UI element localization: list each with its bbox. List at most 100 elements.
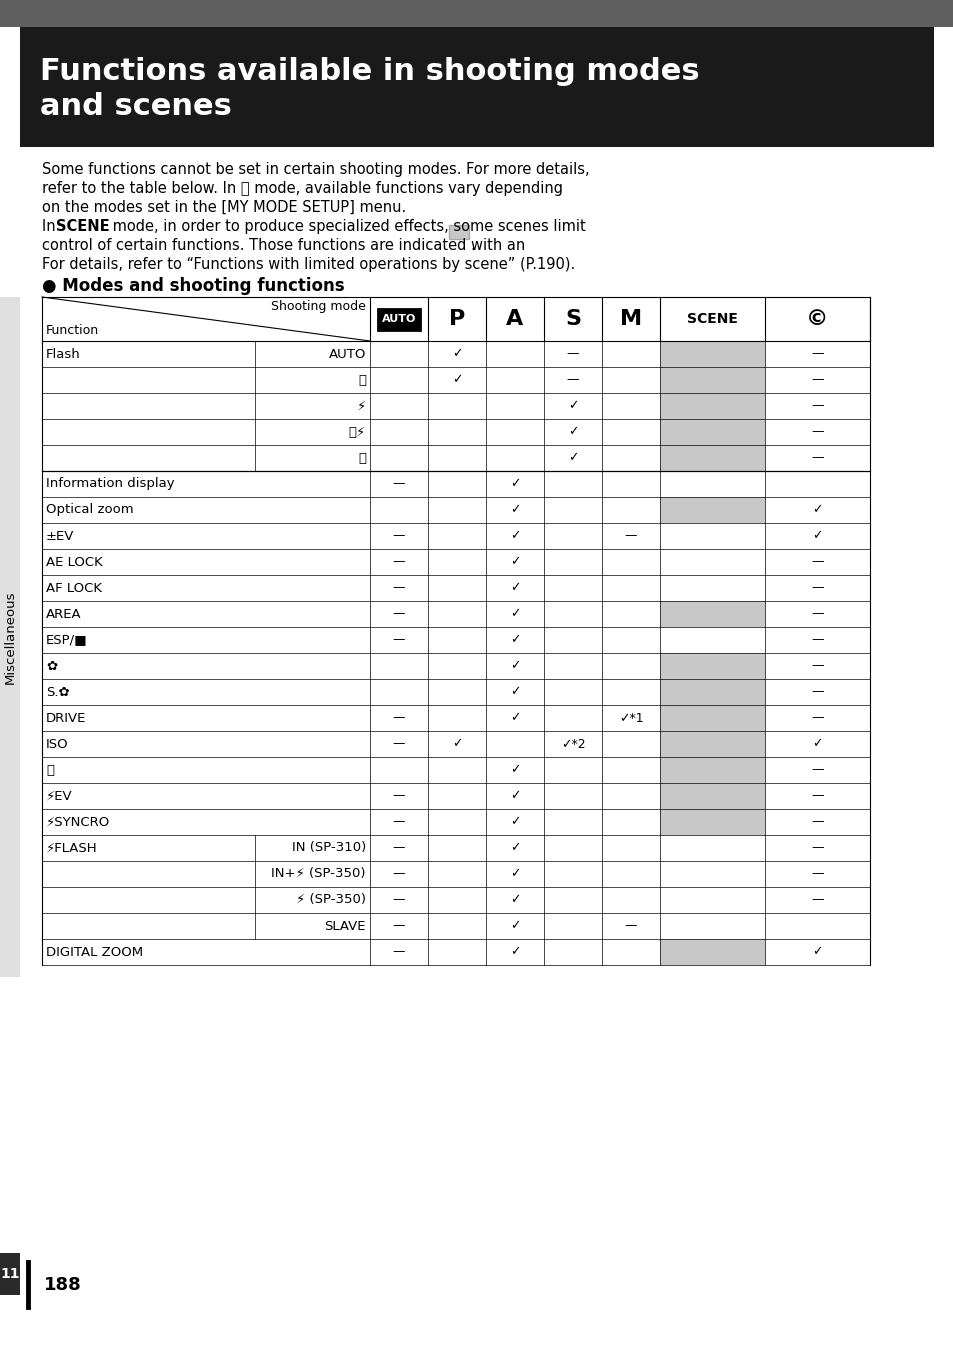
Text: ✓: ✓	[509, 634, 519, 646]
Text: —: —	[393, 893, 405, 906]
Text: —: —	[393, 737, 405, 750]
Text: ✓: ✓	[567, 399, 578, 413]
Text: ⚡ (SP-350): ⚡ (SP-350)	[295, 893, 366, 906]
Text: —: —	[810, 711, 822, 725]
Text: —: —	[624, 529, 637, 543]
Text: —: —	[810, 347, 822, 361]
Text: SLAVE: SLAVE	[324, 920, 366, 932]
Text: ⌛: ⌛	[46, 764, 54, 776]
Bar	[659, 939, 764, 965]
Text: ✓: ✓	[567, 426, 578, 438]
Text: —: —	[393, 582, 405, 594]
Bar	[0, 297, 20, 977]
Text: IN+⚡ (SP-350): IN+⚡ (SP-350)	[272, 867, 366, 881]
Bar	[659, 757, 764, 783]
Text: ✓: ✓	[509, 529, 519, 543]
Text: —: —	[810, 452, 822, 464]
Text: ✓: ✓	[509, 764, 519, 776]
Text: ✓: ✓	[509, 841, 519, 855]
Text: AUTO: AUTO	[381, 313, 416, 324]
Text: —: —	[393, 841, 405, 855]
Text: —: —	[566, 347, 578, 361]
Bar	[377, 309, 419, 330]
Bar	[20, 27, 933, 147]
Text: ✓: ✓	[811, 529, 821, 543]
Bar	[0, 1253, 20, 1295]
Text: ✓: ✓	[811, 503, 821, 517]
Text: —: —	[810, 685, 822, 699]
Text: AE LOCK: AE LOCK	[46, 555, 103, 569]
Text: AF LOCK: AF LOCK	[46, 582, 102, 594]
Text: ✓: ✓	[509, 816, 519, 829]
Bar	[659, 419, 764, 445]
Text: In: In	[42, 218, 60, 233]
Text: ESP/■: ESP/■	[46, 634, 88, 646]
Text: ✓: ✓	[452, 373, 462, 387]
Text: ✓: ✓	[567, 452, 578, 464]
Bar	[659, 445, 764, 471]
Text: —: —	[810, 660, 822, 673]
Text: ✓: ✓	[509, 555, 519, 569]
Text: 11: 11	[0, 1267, 20, 1281]
Text: —: —	[810, 893, 822, 906]
Text: ⚡SYNCRO: ⚡SYNCRO	[46, 816, 111, 829]
Bar	[659, 653, 764, 678]
Text: —: —	[393, 920, 405, 932]
Text: Functions available in shooting modes: Functions available in shooting modes	[40, 57, 699, 85]
Text: —: —	[810, 790, 822, 802]
Text: ⚡: ⚡	[356, 399, 366, 413]
Bar	[659, 706, 764, 731]
Text: ✓: ✓	[509, 685, 519, 699]
Text: ✓: ✓	[509, 582, 519, 594]
Text: ✓: ✓	[509, 946, 519, 958]
Text: For details, refer to “Functions with limited operations by scene” (P.190).: For details, refer to “Functions with li…	[42, 256, 575, 271]
Bar	[449, 225, 469, 239]
Bar	[659, 497, 764, 522]
Text: DIGITAL ZOOM: DIGITAL ZOOM	[46, 946, 143, 958]
Text: —: —	[393, 946, 405, 958]
Text: —: —	[810, 426, 822, 438]
Text: —: —	[624, 920, 637, 932]
Text: —: —	[810, 608, 822, 620]
Text: Function: Function	[46, 324, 99, 337]
Text: A: A	[506, 309, 523, 328]
Text: SCENE: SCENE	[56, 218, 110, 233]
Text: —: —	[393, 790, 405, 802]
Text: P: P	[449, 309, 465, 328]
Text: ✓: ✓	[509, 867, 519, 881]
Text: —: —	[393, 478, 405, 490]
Text: ✿: ✿	[46, 660, 57, 673]
Text: —: —	[810, 764, 822, 776]
Bar	[659, 731, 764, 757]
Text: —: —	[810, 816, 822, 829]
Text: —: —	[810, 555, 822, 569]
Bar	[659, 601, 764, 627]
Text: ✓: ✓	[509, 711, 519, 725]
Bar	[659, 783, 764, 809]
Text: ✓*1: ✓*1	[618, 711, 642, 725]
Text: —: —	[393, 867, 405, 881]
Text: ✓: ✓	[509, 920, 519, 932]
Text: M: M	[619, 309, 641, 328]
Text: on the modes set in the [MY MODE SETUP] menu.: on the modes set in the [MY MODE SETUP] …	[42, 199, 406, 214]
Text: ⚡FLASH: ⚡FLASH	[46, 841, 97, 855]
Text: ⚡EV: ⚡EV	[46, 790, 72, 802]
Bar	[659, 678, 764, 706]
Text: —: —	[810, 867, 822, 881]
Text: —: —	[393, 608, 405, 620]
Bar	[0, 0, 953, 27]
Text: AUTO: AUTO	[328, 347, 366, 361]
Text: ✓: ✓	[452, 737, 462, 750]
Text: and scenes: and scenes	[40, 92, 232, 121]
Text: —: —	[810, 373, 822, 387]
Text: —: —	[393, 529, 405, 543]
Text: ✓*2: ✓*2	[560, 737, 585, 750]
Text: control of certain functions. Those functions are indicated with an: control of certain functions. Those func…	[42, 237, 525, 252]
Bar	[659, 394, 764, 419]
Text: ✓: ✓	[509, 503, 519, 517]
Text: Some functions cannot be set in certain shooting modes. For more details,: Some functions cannot be set in certain …	[42, 161, 589, 176]
Text: —: —	[566, 373, 578, 387]
Text: —: —	[810, 841, 822, 855]
Text: ✓: ✓	[811, 946, 821, 958]
Text: ✓: ✓	[452, 347, 462, 361]
